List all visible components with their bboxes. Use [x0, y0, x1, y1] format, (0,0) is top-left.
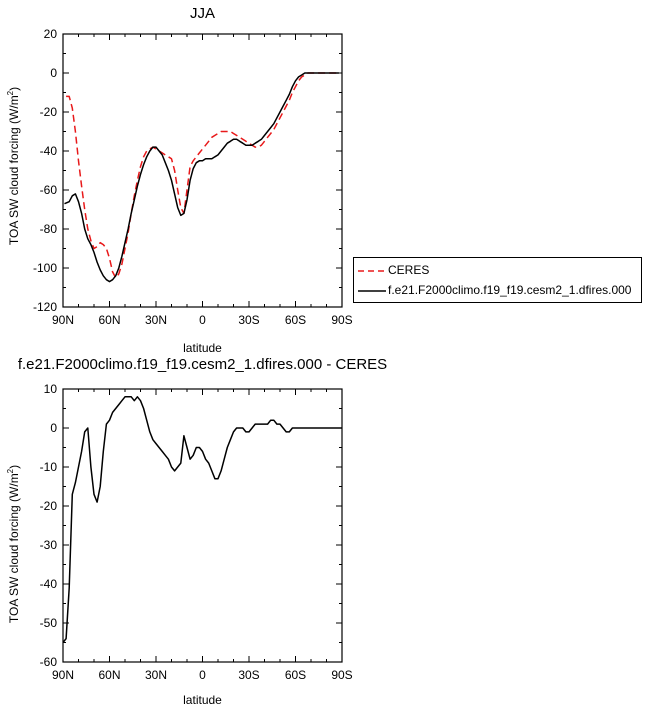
top-y-tick-label: -80 [40, 222, 58, 236]
top-series-line-f-e21-f2000climo-f19-f19-cesm2-1-dfires-000 [64, 72, 339, 283]
top-chart-title: JJA [190, 5, 215, 22]
top-series-line-ceres [66, 72, 339, 279]
top-x-tick-label: 60N [98, 313, 120, 327]
top-x-tick-label: 30S [238, 313, 259, 327]
bottom-y-axis-label-suffix: ) [7, 465, 21, 469]
legend-swatch-model [358, 290, 386, 292]
top-plot-area: 90N 60N 30N 0 30S 60S 90S -120 -100 -80 -60 -40 -20 0… [33, 27, 353, 327]
bottom-x-tick-label: 90S [331, 668, 352, 682]
bottom-x-tick-label: 90N [52, 668, 74, 682]
top-plot-frame [62, 33, 343, 308]
top-x-tick-label: 60S [285, 313, 306, 327]
top-y-tick-label: -20 [40, 105, 58, 119]
bottom-x-tick-label: 60S [285, 668, 306, 682]
bottom-x-tick-label: 30N [145, 668, 167, 682]
top-y-tick-label: 20 [44, 27, 58, 41]
bottom-y-tick-label: -50 [40, 616, 58, 630]
bottom-y-tick-label: 10 [44, 382, 58, 396]
bottom-x-axis-label: latitude [183, 693, 222, 707]
bottom-y-axis-label-superscript: 2 [6, 468, 15, 473]
top-x-tick-label: 30N [145, 313, 167, 327]
bottom-x-tick-label: 30S [238, 668, 259, 682]
legend: CERES f.e21.F2000climo.f19_f19.cesm2_1.d… [353, 257, 642, 303]
top-y-axis-label-superscript: 2 [6, 90, 15, 95]
bottom-y-axis-label-main: TOA SW cloud forcing (W/m [7, 473, 21, 623]
bottom-y-tick-label: -40 [40, 577, 58, 591]
bottom-series-line-0 [62, 396, 342, 643]
top-y-axis-label-suffix: ) [7, 87, 21, 91]
top-x-axis-label: latitude [183, 341, 222, 355]
bottom-y-tick-label: 0 [50, 421, 57, 435]
bottom-y-tick-label: -60 [40, 655, 58, 669]
top-x-tick-label: 90S [331, 313, 352, 327]
legend-swatch-ceres [358, 270, 386, 272]
bottom-y-tick-label: -20 [40, 499, 58, 513]
legend-label-model: f.e21.F2000climo.f19_f19.cesm2_1.dfires.… [388, 283, 632, 297]
bottom-plot-area: 90N 60N 30N 0 30S 60S 90S -60 -50 -40 -30 -20 -10 0 10 [40, 382, 353, 682]
bottom-chart-title: f.e21.F2000climo.f19_f19.cesm2_1.dfires.… [18, 356, 387, 373]
bottom-x-tick-label: 0 [199, 668, 206, 682]
legend-item-model: f.e21.F2000climo.f19_f19.cesm2_1.dfires.… [354, 281, 641, 301]
bottom-y-axis-label: TOA SW cloud forcing (W/m2) [6, 465, 21, 623]
bottom-x-tick-label: 60N [98, 668, 120, 682]
bottom-plot-frame [62, 388, 343, 663]
top-x-tick-label: 0 [199, 313, 206, 327]
top-y-tick-label: -60 [40, 183, 58, 197]
top-y-tick-label: -100 [33, 261, 57, 275]
legend-label-ceres: CERES [388, 263, 430, 277]
top-y-axis-label-main: TOA SW cloud forcing (W/m [7, 95, 21, 245]
bottom-panel: f.e21.F2000climo.f19_f19.cesm2_1.dfires.… [6, 356, 387, 707]
bottom-y-tick-label: -30 [40, 538, 58, 552]
top-y-tick-label: -120 [33, 300, 57, 314]
top-y-tick-label: -40 [40, 144, 58, 158]
top-panel: JJA 90N 60N 30N 0 30S 60S 90S -120 -100 -80 -60 -40… [6, 5, 353, 355]
top-y-axis-label: TOA SW cloud forcing (W/m2) [6, 87, 21, 245]
bottom-y-tick-label: -10 [40, 460, 58, 474]
legend-item-ceres: CERES [354, 261, 641, 281]
top-x-tick-label: 90N [52, 313, 74, 327]
top-y-tick-label: 0 [50, 66, 57, 80]
